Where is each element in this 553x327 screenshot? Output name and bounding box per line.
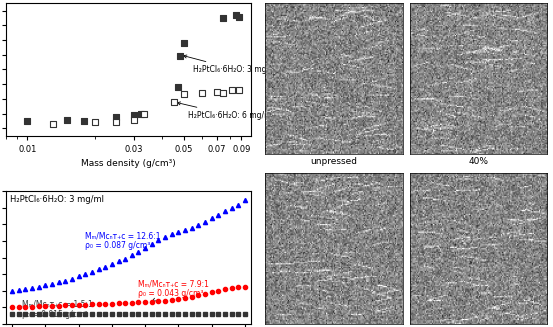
Point [180, 40, 189, 45]
Point [234, 14, 243, 19]
Point [174, 84, 182, 90]
Point [175, 54, 184, 59]
Point [62, 117, 71, 122]
Point [23, 118, 32, 124]
Point [197, 90, 206, 95]
Point [90, 120, 99, 125]
Point [234, 87, 243, 93]
X-axis label: 40%: 40% [468, 157, 488, 166]
Point [219, 15, 228, 21]
Point [180, 92, 189, 97]
Point [219, 90, 228, 95]
X-axis label: Mass density (g/cm³): Mass density (g/cm³) [81, 159, 176, 168]
Text: H₂PtCl₆·6H₂O: 6 mg/ml: H₂PtCl₆·6H₂O: 6 mg/ml [178, 102, 274, 120]
Point [212, 89, 221, 94]
Point [139, 111, 148, 116]
Text: H₂PtCl₆·6H₂O: 3 mg/ml: H₂PtCl₆·6H₂O: 3 mg/ml [11, 195, 105, 204]
Point [112, 114, 121, 119]
Point [136, 111, 145, 116]
Point [130, 112, 139, 118]
X-axis label: unpressed: unpressed [310, 157, 357, 166]
Text: Mₘ/Mᴄₙᴛ₊ᴄ = 7.9:1
ρ₀ = 0.043 g/cm³: Mₘ/Mᴄₙᴛ₊ᴄ = 7.9:1 ρ₀ = 0.043 g/cm³ [138, 279, 210, 301]
Point [80, 118, 89, 124]
Text: H₂PtCl₆·6H₂O: 3 mg/ml: H₂PtCl₆·6H₂O: 3 mg/ml [184, 55, 279, 74]
X-axis label: 80%: 80% [468, 326, 488, 327]
Point [130, 117, 139, 122]
Text: Mₘ/Mᴄₙᴛ₊ᴄ = 1.5:1
ρ₀ = 0.015 g/cm³: Mₘ/Mᴄₙᴛ₊ᴄ = 1.5:1 ρ₀ = 0.015 g/cm³ [22, 300, 93, 319]
Text: Mₘ/Mᴄₙᴛ₊ᴄ = 12.6:1
ρ₀ = 0.087 g/cm³: Mₘ/Mᴄₙᴛ₊ᴄ = 12.6:1 ρ₀ = 0.087 g/cm³ [85, 231, 161, 250]
Point [48, 121, 57, 127]
Point [231, 12, 240, 18]
Point [228, 87, 237, 93]
Point [169, 99, 178, 104]
X-axis label: 60%: 60% [324, 326, 344, 327]
Point [112, 120, 121, 125]
